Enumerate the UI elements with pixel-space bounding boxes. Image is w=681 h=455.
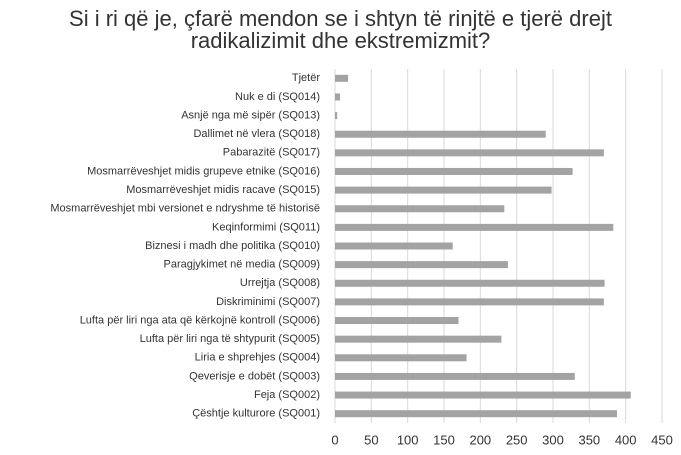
y-tick-label: Mosmarrëveshjet midis grupeve etnike (SQ… [87,165,320,177]
x-tick-label: 300 [542,432,564,447]
y-tick-label: Çështje kulturore (SQ001) [192,408,320,420]
y-tick-label: Biznesi i madh dhe politika (SQ010) [145,240,320,252]
bar [335,242,453,250]
x-tick-label: 100 [397,432,419,447]
bar [335,298,604,306]
bar [335,223,614,231]
y-tick-label: Qeverisje e dobët (SQ003) [189,370,320,382]
bar [335,167,573,175]
bar [335,93,341,101]
y-tick-label: Mosmarrëveshjet midis racave (SQ015) [126,184,320,196]
y-tick-label: Feja (SQ002) [254,389,320,401]
y-tick-label: Keqinformimi (SQ011) [212,221,320,233]
x-tick-label: 450 [651,432,673,447]
y-tick-label: Asnjë nga më sipër (SQ013) [181,109,320,121]
bar [335,205,505,213]
bar [335,112,338,120]
bar [335,130,546,138]
y-tick-label: Lufta për liri nga ata që kërkojnë kontr… [80,314,320,326]
chart-title: Si i ri që je, çfarë mendon se i shtyn t… [69,6,612,53]
bar [335,335,502,343]
bar [335,372,575,380]
bar [335,391,631,399]
y-tick-label: Paragjykimet në media (SQ009) [163,259,320,271]
y-tick-label: Liria e shprehjes (SQ004) [195,352,320,364]
y-tick-label: Lufta për liri nga të shtypurit (SQ005) [140,333,320,345]
bar [335,279,605,287]
y-tick-label: Diskriminimi (SQ007) [216,296,320,308]
bar [335,410,617,418]
x-tick-label: 250 [506,432,528,447]
y-tick-label: Mosmarrëveshjet mbi versionet e ndryshme… [50,203,320,215]
bar [335,149,604,157]
x-tick-label: 200 [469,432,491,447]
y-tick-label: Tjetër [292,72,320,84]
bar [335,354,467,362]
bar [335,74,349,82]
y-tick-label: Nuk e di (SQ014) [235,91,320,103]
bar [335,261,508,269]
bar [335,186,552,194]
x-tick-label: 150 [433,432,455,447]
bar [335,317,459,325]
y-tick-label: Urrejtja (SQ008) [240,277,320,289]
x-tick-label: 400 [615,432,637,447]
x-tick-label: 350 [578,432,600,447]
x-tick-label: 50 [364,432,378,447]
x-tick-label: 0 [331,432,338,447]
y-tick-label: Dallimet në vlera (SQ018) [193,128,320,140]
y-tick-label: Pabarazitë (SQ017) [223,147,320,159]
